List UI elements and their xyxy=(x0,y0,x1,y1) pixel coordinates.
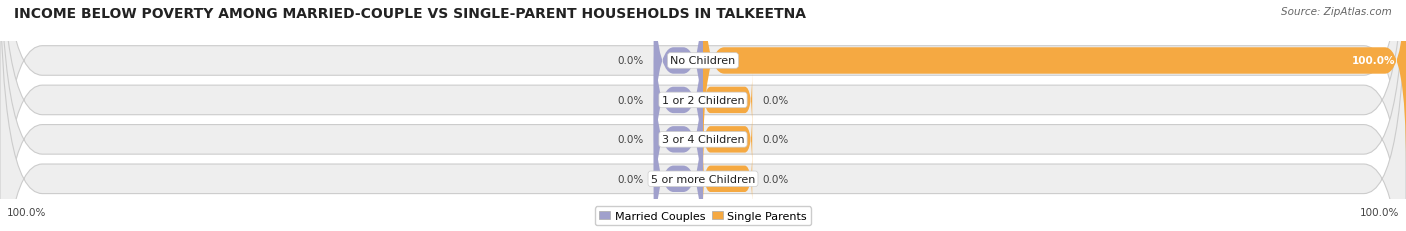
Legend: Married Couples, Single Parents: Married Couples, Single Parents xyxy=(595,207,811,225)
Text: 0.0%: 0.0% xyxy=(762,135,789,145)
Text: 100.0%: 100.0% xyxy=(1353,56,1395,66)
Text: 1 or 2 Children: 1 or 2 Children xyxy=(662,95,744,106)
FancyBboxPatch shape xyxy=(654,82,703,231)
FancyBboxPatch shape xyxy=(703,72,752,129)
Text: No Children: No Children xyxy=(671,56,735,66)
Text: 3 or 4 Children: 3 or 4 Children xyxy=(662,135,744,145)
Text: 0.0%: 0.0% xyxy=(617,174,644,184)
FancyBboxPatch shape xyxy=(703,0,1406,166)
Text: 0.0%: 0.0% xyxy=(617,56,644,66)
Text: 0.0%: 0.0% xyxy=(762,174,789,184)
Text: 0.0%: 0.0% xyxy=(617,95,644,106)
Text: 0.0%: 0.0% xyxy=(617,135,644,145)
FancyBboxPatch shape xyxy=(703,112,752,168)
FancyBboxPatch shape xyxy=(654,0,703,158)
Text: 100.0%: 100.0% xyxy=(1360,207,1399,218)
FancyBboxPatch shape xyxy=(654,43,703,231)
Text: Source: ZipAtlas.com: Source: ZipAtlas.com xyxy=(1281,7,1392,17)
FancyBboxPatch shape xyxy=(703,151,752,207)
Text: 5 or more Children: 5 or more Children xyxy=(651,174,755,184)
FancyBboxPatch shape xyxy=(654,4,703,197)
Text: 100.0%: 100.0% xyxy=(7,207,46,218)
Text: INCOME BELOW POVERTY AMONG MARRIED-COUPLE VS SINGLE-PARENT HOUSEHOLDS IN TALKEET: INCOME BELOW POVERTY AMONG MARRIED-COUPL… xyxy=(14,7,806,21)
Text: 0.0%: 0.0% xyxy=(762,95,789,106)
